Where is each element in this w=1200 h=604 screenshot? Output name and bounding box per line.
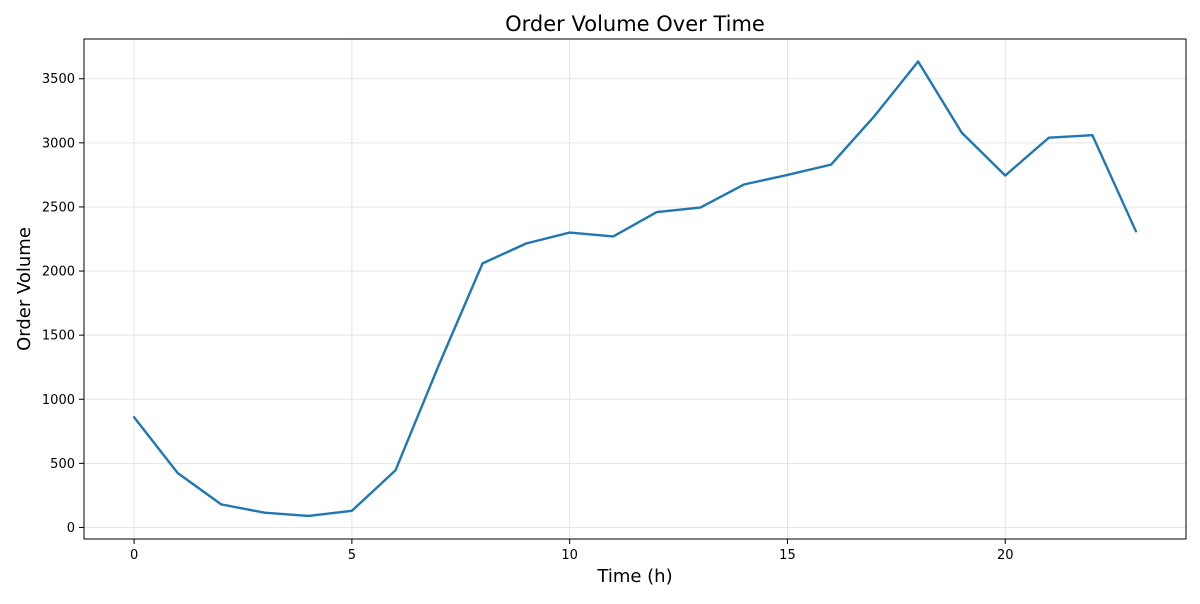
data-point (656, 211, 658, 213)
y-tick-label: 2500 (42, 200, 75, 215)
y-tick-label: 3000 (42, 136, 75, 151)
data-point (1048, 137, 1050, 139)
data-point (568, 231, 570, 233)
data-point (438, 363, 440, 365)
data-point (830, 163, 832, 165)
plot-frame (83, 38, 1187, 540)
data-point (1091, 134, 1093, 136)
grid (84, 39, 1186, 539)
data-point (176, 472, 178, 474)
data-point (960, 131, 962, 133)
data-point (612, 235, 614, 237)
data-point (307, 515, 309, 517)
y-tick-label: 500 (50, 457, 75, 472)
data-point (525, 242, 527, 244)
series-layer (132, 60, 1138, 518)
data-point (1004, 174, 1006, 176)
data-point (133, 416, 135, 418)
data-point (873, 115, 875, 117)
y-tick-label: 3500 (42, 72, 75, 87)
data-point (743, 183, 745, 185)
x-tick-label: 15 (779, 548, 796, 563)
data-point (917, 60, 919, 62)
x-tick-label: 5 (348, 548, 356, 563)
y-tick-label: 2000 (42, 265, 75, 280)
data-point (699, 206, 701, 208)
ticks: 0 5 10 15 20 0 500 1000 1500 2000 2500 3000 3500 (42, 72, 1014, 563)
data-point (351, 510, 353, 512)
series-line (132, 60, 1138, 518)
x-axis-label: Time (h) (596, 566, 672, 587)
x-tick-label: 10 (561, 548, 578, 563)
y-axis-label: Order Volume (14, 227, 35, 351)
data-point (264, 512, 266, 514)
data-point (1135, 230, 1137, 232)
data-point (220, 503, 222, 505)
data-point (786, 174, 788, 176)
x-tick-label: 0 (130, 548, 138, 563)
chart-title: Order Volume Over Time (505, 12, 765, 36)
y-tick-label: 1500 (42, 329, 75, 344)
y-tick-label: 0 (67, 521, 75, 536)
y-tick-label: 1000 (42, 393, 75, 408)
data-point (394, 469, 396, 471)
data-point (481, 262, 483, 264)
x-tick-label: 20 (997, 548, 1014, 563)
